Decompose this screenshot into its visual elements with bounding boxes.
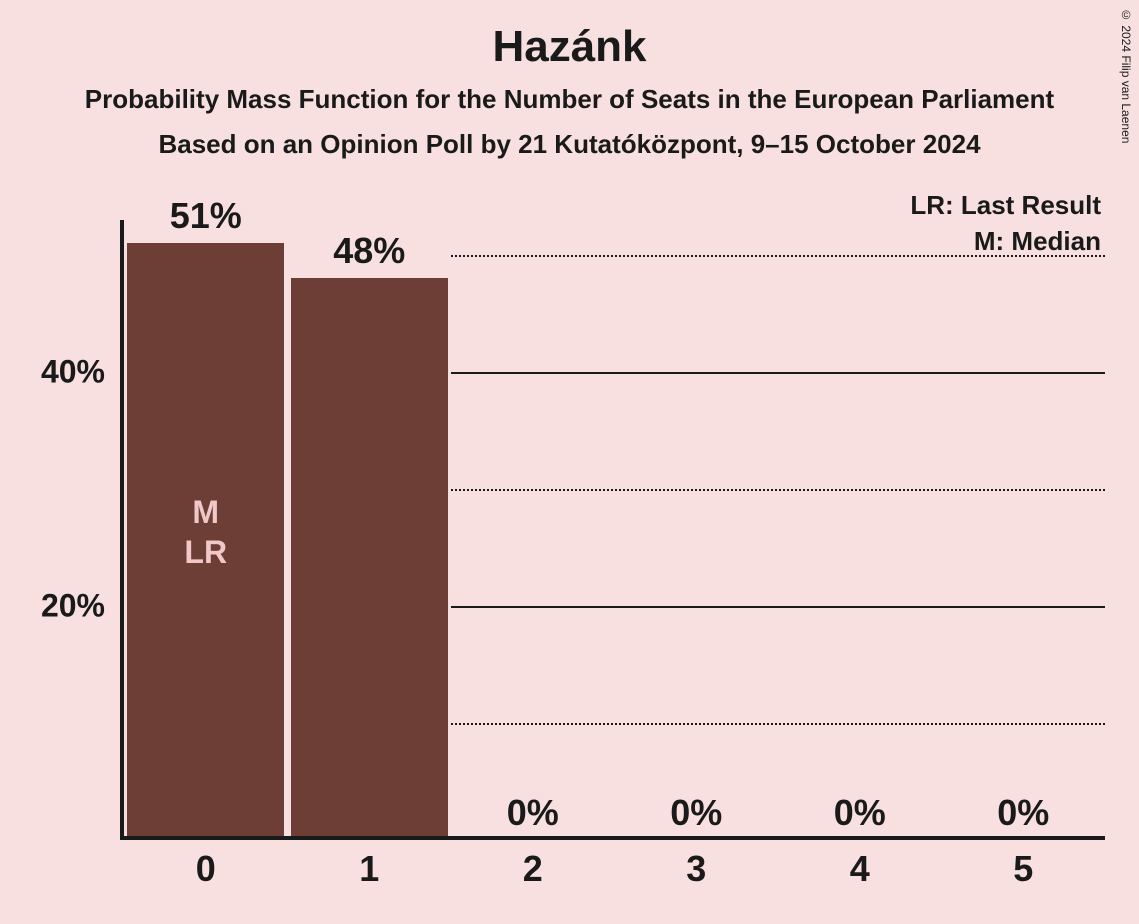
y-tick-label: 40% [41,354,105,391]
chart-plot-area: 20%40%MLR51%048%10%20%30%40%5LR: Last Re… [120,220,1105,840]
copyright-text: © 2024 Filip van Laenen [1119,8,1133,143]
bar-value-label: 48% [333,230,405,272]
legend-m: M: Median [974,226,1101,257]
bar: MLR [127,243,284,836]
y-tick-label: 20% [41,588,105,625]
x-tick-label: 2 [523,848,543,890]
bar-value-label: 51% [170,195,242,237]
bar-value-label: 0% [997,792,1049,834]
bar-inner-label: MLR [127,492,284,572]
x-tick-label: 4 [850,848,870,890]
chart-title: Hazánk [0,0,1139,72]
gridline-minor [451,489,1105,491]
bar-value-label: 0% [507,792,559,834]
gridline-minor [451,723,1105,725]
legend-lr: LR: Last Result [910,190,1101,221]
gridline-major [451,372,1105,374]
bar-value-label: 0% [834,792,886,834]
x-tick-label: 0 [196,848,216,890]
y-axis [120,220,124,840]
bar [291,278,448,836]
chart-subtitle-2: Based on an Opinion Poll by 21 Kutatóköz… [0,115,1139,160]
x-axis [120,836,1105,840]
x-tick-label: 5 [1013,848,1033,890]
bar-value-label: 0% [670,792,722,834]
x-tick-label: 3 [686,848,706,890]
chart-subtitle-1: Probability Mass Function for the Number… [0,72,1139,115]
gridline-major [451,606,1105,608]
x-tick-label: 1 [359,848,379,890]
